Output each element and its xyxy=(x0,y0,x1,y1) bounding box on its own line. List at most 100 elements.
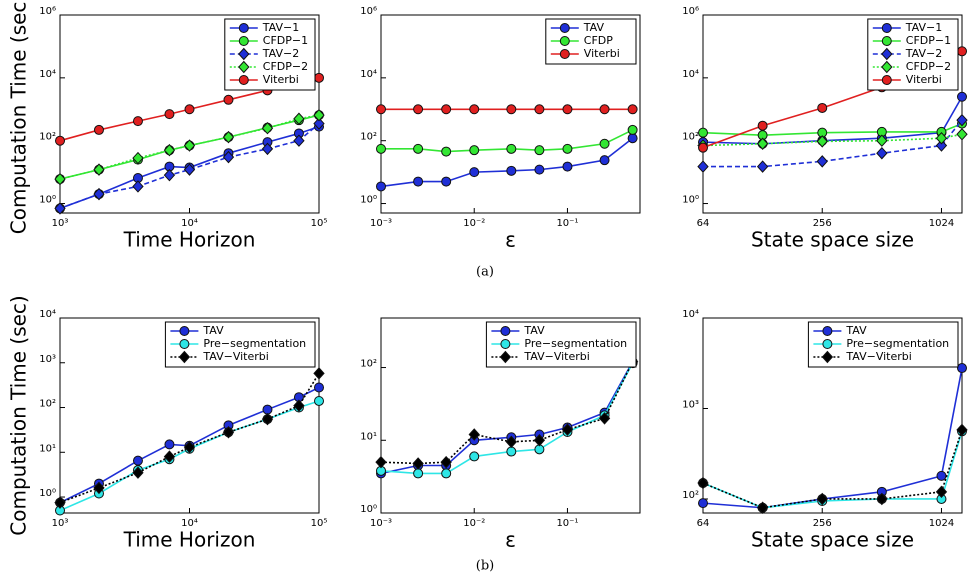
data-point xyxy=(599,155,610,166)
y-tick-label: 10² xyxy=(682,132,699,143)
data-point xyxy=(93,163,105,176)
y-axis-label: Computation Time (sec) xyxy=(7,0,31,234)
x-tick-label: 10³ xyxy=(52,518,69,529)
legend-label: TAV−1 xyxy=(262,21,299,34)
data-point xyxy=(506,143,517,154)
x-axis-label: Time Horizon xyxy=(123,228,256,252)
data-point xyxy=(698,142,708,153)
y-tick-label: 10⁴ xyxy=(682,309,699,320)
legend-label: CFDP−2 xyxy=(906,60,951,73)
x-tick-label: 64 xyxy=(697,518,710,529)
legend-label: Pre−segmentation xyxy=(203,337,306,350)
legend-label: CFDP−1 xyxy=(263,34,308,47)
data-point xyxy=(441,468,452,479)
y-tick-label: 10² xyxy=(360,132,377,143)
x-axis-label: ε xyxy=(505,228,516,252)
data-point xyxy=(314,395,324,406)
data-point xyxy=(163,168,176,182)
legend-marker xyxy=(881,47,893,61)
data-point xyxy=(598,412,611,425)
legend-marker xyxy=(559,49,570,59)
caption: (b) xyxy=(476,559,494,574)
legend-marker xyxy=(238,60,250,74)
legend-marker xyxy=(559,23,570,33)
legend-marker xyxy=(822,339,833,349)
x-tick-label: 10⁴ xyxy=(181,218,198,229)
x-tick-label: 10⁵ xyxy=(311,518,328,529)
x-tick-label: 10⁴ xyxy=(181,518,198,529)
data-point xyxy=(413,104,424,115)
y-tick-label: 10¹ xyxy=(360,431,377,442)
x-tick-label: 10⁻¹ xyxy=(556,518,578,529)
y-tick-label: 10⁶ xyxy=(360,6,377,17)
data-point xyxy=(164,109,175,120)
data-point xyxy=(412,457,424,470)
data-point xyxy=(698,498,708,509)
data-point xyxy=(534,164,545,175)
legend-label: Viterbi xyxy=(263,73,299,86)
y-tick-label: 10⁶ xyxy=(682,6,699,17)
data-point xyxy=(55,135,65,146)
legend-marker xyxy=(500,339,511,349)
data-point xyxy=(876,146,888,160)
legend-marker xyxy=(881,23,892,33)
data-point xyxy=(93,187,105,201)
x-tick-label: 256 xyxy=(813,218,832,229)
data-point xyxy=(222,130,235,144)
data-point xyxy=(506,104,517,115)
data-point xyxy=(441,146,452,157)
data-point xyxy=(163,143,176,157)
legend-marker xyxy=(238,23,249,33)
data-point xyxy=(469,104,480,115)
y-tick-label: 10⁴ xyxy=(39,309,56,320)
data-point xyxy=(375,455,387,469)
legend-marker xyxy=(499,350,512,364)
data-point xyxy=(132,455,143,466)
data-point xyxy=(262,404,273,415)
legend-marker xyxy=(238,75,249,85)
data-point xyxy=(816,492,828,506)
series-line xyxy=(702,133,963,147)
data-point xyxy=(627,104,638,115)
legend-marker xyxy=(559,36,570,46)
legend-label: TAV−2 xyxy=(262,47,299,60)
legend-marker xyxy=(238,36,249,46)
data-point xyxy=(534,145,545,156)
data-point xyxy=(956,113,968,127)
data-point xyxy=(164,439,175,450)
series-line xyxy=(702,367,963,509)
x-tick-label: 10⁻³ xyxy=(370,218,392,229)
y-tick-label: 10¹ xyxy=(39,443,56,454)
x-tick-label: 10⁵ xyxy=(311,218,328,229)
legend-marker xyxy=(179,326,190,336)
y-tick-label: 10² xyxy=(360,359,377,370)
data-point xyxy=(561,423,574,436)
data-point xyxy=(261,121,274,135)
x-axis-label: ε xyxy=(505,528,516,552)
data-point xyxy=(562,104,573,115)
y-tick-label: 10⁴ xyxy=(39,69,56,80)
data-point xyxy=(184,104,195,115)
data-point xyxy=(93,481,105,495)
data-point xyxy=(469,167,480,178)
y-tick-label: 10⁴ xyxy=(360,69,377,80)
caption: (a) xyxy=(476,265,494,280)
data-point xyxy=(599,138,610,149)
legend-label: Pre−segmentation xyxy=(846,337,949,350)
data-point xyxy=(533,434,546,447)
legend-marker xyxy=(178,350,191,364)
y-tick-label: 10⁰ xyxy=(360,195,377,206)
legend-label: Pre−segmentation xyxy=(524,337,627,350)
y-tick-label: 10³ xyxy=(39,354,56,365)
y-tick-label: 10⁰ xyxy=(682,195,699,206)
data-point xyxy=(957,91,967,102)
data-point xyxy=(816,135,828,148)
data-point xyxy=(413,143,424,154)
x-axis-label: State space size xyxy=(751,228,914,252)
data-point xyxy=(132,116,143,127)
data-point xyxy=(132,466,144,479)
data-point xyxy=(935,131,948,145)
axes-frame xyxy=(702,317,963,514)
data-point xyxy=(313,117,325,130)
